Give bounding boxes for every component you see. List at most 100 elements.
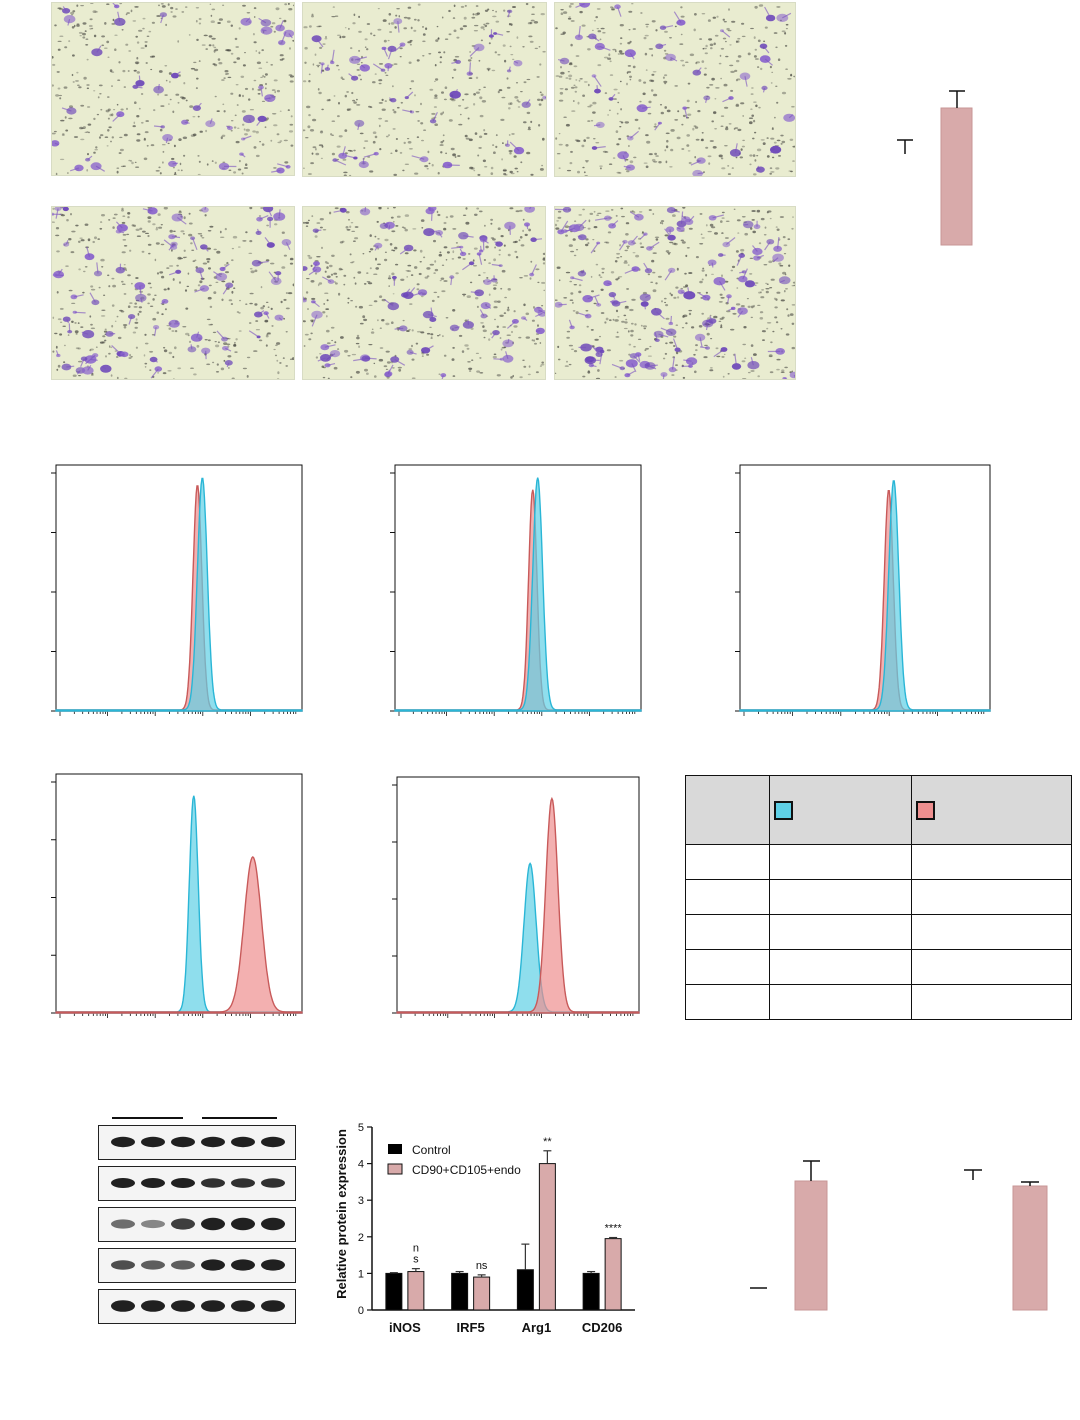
blot-band — [141, 1300, 165, 1312]
top-right-bar-chart — [897, 90, 973, 246]
blot-band — [231, 1300, 255, 1312]
blot-band — [111, 1136, 135, 1148]
blot-band — [141, 1260, 165, 1270]
blot-band — [111, 1178, 135, 1188]
micrograph-texture — [52, 3, 294, 175]
header-cell-red — [911, 775, 1072, 845]
blot-band — [231, 1178, 255, 1188]
treated-error-bar — [949, 90, 965, 108]
treated-bar — [794, 1180, 828, 1311]
plot-frame — [394, 464, 642, 712]
header-cell-cyan — [769, 775, 912, 845]
blot-band — [141, 1219, 165, 1229]
blot-band — [111, 1260, 135, 1270]
blot-band — [261, 1217, 285, 1231]
bar-control-irf5 — [451, 1272, 469, 1311]
significance-label: ** — [543, 1136, 552, 1148]
y-tick-label: 5 — [358, 1122, 364, 1134]
protein-expression-bar-chart: Relative protein expression 0 1 2 3 4 5 iNOS IR… — [334, 1122, 635, 1335]
blot-band — [231, 1217, 255, 1231]
histogram-peak-b — [55, 855, 303, 1014]
legend-swatch-control — [388, 1144, 402, 1154]
cyan-swatch-icon — [774, 800, 793, 820]
blot-band — [111, 1300, 135, 1312]
blot-band — [231, 1259, 255, 1271]
y-tick-label: 1 — [358, 1268, 364, 1280]
bar-treated-cd206 — [604, 1238, 622, 1311]
plot-frame — [396, 776, 640, 1014]
western-blot-4 — [98, 1248, 296, 1283]
bar-control-arg1 — [516, 1269, 534, 1311]
x-ticks — [400, 1013, 634, 1018]
blot-band — [111, 1219, 135, 1229]
micrograph-row2-col2 — [302, 206, 546, 380]
histogram-5 — [392, 776, 640, 1018]
y-axis-label: Relative protein expression — [334, 1129, 349, 1299]
micrograph-texture — [303, 3, 546, 176]
treated-bar — [1012, 1185, 1048, 1311]
plot-frame — [55, 464, 303, 712]
x-tick-label: iNOS — [389, 1320, 421, 1335]
blot-band — [171, 1300, 195, 1312]
stained-cells — [52, 207, 292, 379]
blot-band — [231, 1136, 255, 1148]
stained-cells — [311, 9, 546, 169]
x-tick-label: Arg1 — [522, 1320, 552, 1335]
blot-band — [201, 1136, 225, 1148]
blot-band — [201, 1300, 225, 1312]
blot-band — [201, 1217, 225, 1231]
legend-label-control: Control — [412, 1143, 451, 1157]
histogram-peak-b — [396, 796, 640, 1014]
table-row — [685, 984, 1072, 1020]
blot-band — [171, 1260, 195, 1270]
significance-label: **** — [605, 1223, 623, 1235]
control-error-bar — [964, 1169, 982, 1180]
y-ticks — [51, 472, 56, 712]
y-ticks — [392, 784, 397, 1014]
treated-error-bar — [803, 1160, 820, 1181]
mfi-table-header — [685, 775, 1072, 845]
red-swatch-icon — [916, 800, 935, 820]
histogram-1 — [51, 464, 303, 716]
bar-control-cd206 — [582, 1272, 600, 1311]
blot-band — [261, 1136, 285, 1148]
treated-error-bar — [1021, 1181, 1039, 1186]
histogram-2 — [390, 464, 642, 716]
y-tick-label: 4 — [358, 1159, 364, 1171]
histogram-peak-b — [394, 477, 642, 712]
mfi-table — [685, 775, 1072, 1020]
histogram-4 — [51, 773, 303, 1018]
micrograph-texture — [555, 3, 795, 176]
bottom-right-bar-chart-2 — [964, 1169, 1048, 1311]
legend-swatch-treated — [387, 1163, 403, 1175]
blot-band — [171, 1178, 195, 1188]
blot-band — [261, 1259, 285, 1271]
y-ticks — [390, 472, 395, 712]
control-error-bar — [897, 139, 913, 154]
bar-treated-arg1 — [538, 1163, 556, 1311]
header-cell-empty — [685, 775, 770, 845]
blot-band — [141, 1178, 165, 1188]
micrograph-row1-col1 — [51, 2, 295, 176]
x-ticks — [743, 711, 985, 716]
blot-band — [261, 1178, 285, 1188]
x-ticks — [398, 711, 636, 716]
x-ticks — [59, 1013, 297, 1018]
blot-band — [201, 1259, 225, 1271]
legend-label-treated: CD90+CD105+endo — [412, 1163, 521, 1177]
x-tick-label: IRF5 — [457, 1320, 485, 1335]
group-lines — [112, 1117, 277, 1119]
treated-bar — [940, 107, 973, 246]
histogram-peak-b — [55, 477, 303, 712]
western-blot-1 — [98, 1125, 296, 1160]
table-row — [685, 949, 1072, 985]
bar-treated-inos — [407, 1271, 425, 1311]
micrograph-texture — [555, 207, 795, 379]
y-tick-label: 3 — [358, 1195, 364, 1207]
bar-treated-irf5 — [473, 1276, 491, 1311]
plot-frame — [739, 464, 991, 712]
blot-band — [171, 1218, 195, 1230]
micrograph-row2-col1 — [51, 206, 295, 380]
x-ticks — [59, 711, 297, 716]
